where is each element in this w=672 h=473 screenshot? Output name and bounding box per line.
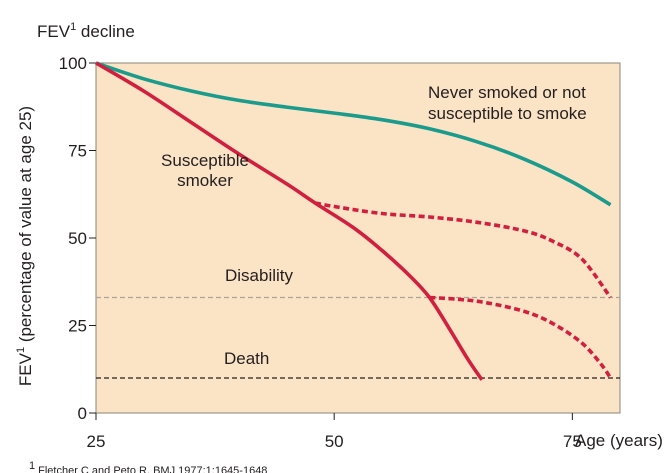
y-tick-label: 25	[68, 317, 87, 336]
reference-lines: Disability Death	[96, 266, 620, 379]
x-axis-label: Age (years)	[575, 431, 663, 450]
reference-label-disability: Disability	[225, 266, 294, 285]
series-line-susceptible	[95, 61, 484, 381]
x-tick-label: 75	[563, 432, 582, 451]
series-labels: Never smoked or not susceptible to smoke S…	[161, 83, 587, 190]
y-tick-label: 75	[68, 142, 87, 161]
series-line-stop_at_60	[429, 295, 612, 380]
y-tick-label: 0	[78, 404, 87, 423]
series-lines	[95, 61, 612, 381]
series-line-never	[95, 61, 612, 207]
series-label-never: Never smoked or not susceptible to smoke	[428, 83, 587, 123]
y-tick-label: 50	[68, 229, 87, 248]
plot-area	[95, 62, 621, 414]
series-line-stop_at_48	[314, 201, 612, 299]
x-tick-label: 50	[325, 432, 344, 451]
x-tick-label: 25	[87, 432, 106, 451]
y-axis-label: FEV1 (percentage of value at age 25)	[15, 106, 35, 386]
chart-title: FEV1 decline	[37, 21, 135, 41]
series-label-susceptible: Susceptible smoker	[161, 151, 249, 190]
reference-label-death: Death	[224, 349, 269, 368]
y-tick-label: 100	[59, 54, 87, 73]
footnote: 1 Fletcher C and Peto R. BMJ 1977;1:1645-…	[29, 460, 267, 473]
